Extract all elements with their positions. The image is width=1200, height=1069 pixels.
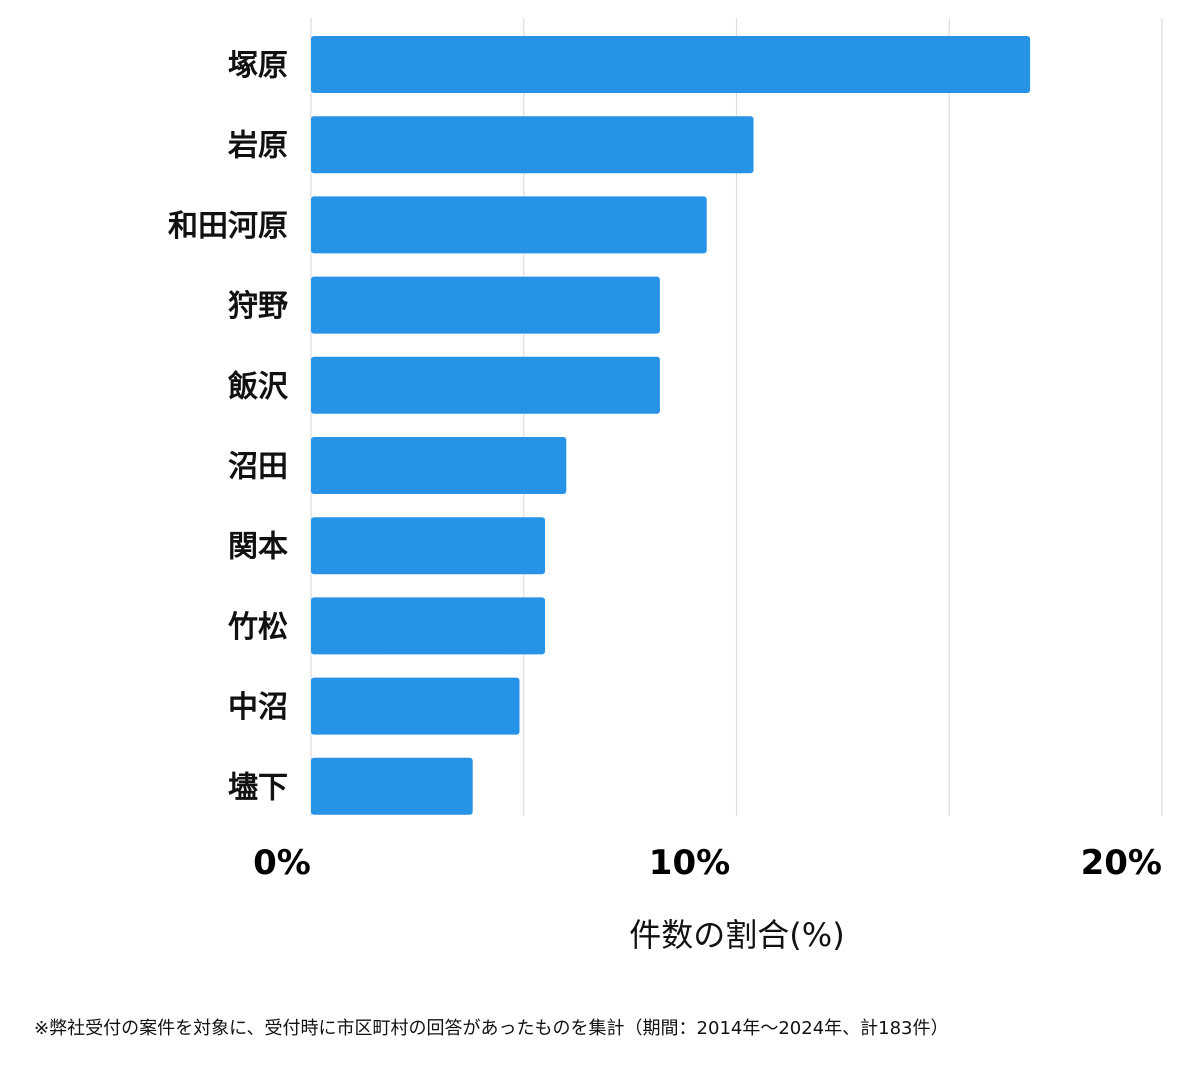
footnote: ※弊社受付の案件を対象に、受付時に市区町村の回答があったものを集計（期間：201… [34,1018,949,1039]
category-label-0: 塚原 [228,49,288,84]
category-label-7: 竹松 [228,610,288,645]
bar-3 [311,276,660,334]
x-tick-labels: 0% 10% 20% [253,843,1162,883]
bar-9 [311,757,473,815]
category-label-3: 狩野 [228,289,288,324]
x-tick-label-1: 10% [649,843,730,883]
category-label-1: 岩原 [228,129,288,164]
category-label-4: 飯沢 [228,369,289,404]
bar-0 [311,36,1031,93]
bars [311,36,1031,815]
category-label-8: 中沼 [228,690,288,725]
bar-5 [311,437,567,494]
x-axis-title: 件数の割合(%) [629,916,844,954]
bar-8 [311,677,520,735]
category-label-6: 関本 [228,530,288,565]
bar-2 [311,196,707,254]
category-label-5: 沼田 [228,450,288,485]
bar-4 [311,356,660,414]
x-tick-label-0: 0% [253,843,311,883]
category-label-2: 和田河原 [168,209,288,244]
category-label-9: 壗下 [228,770,288,805]
bar-7 [311,597,546,655]
bar-6 [311,517,546,575]
bar-1 [311,116,754,174]
x-tick-label-2: 20% [1081,843,1162,883]
